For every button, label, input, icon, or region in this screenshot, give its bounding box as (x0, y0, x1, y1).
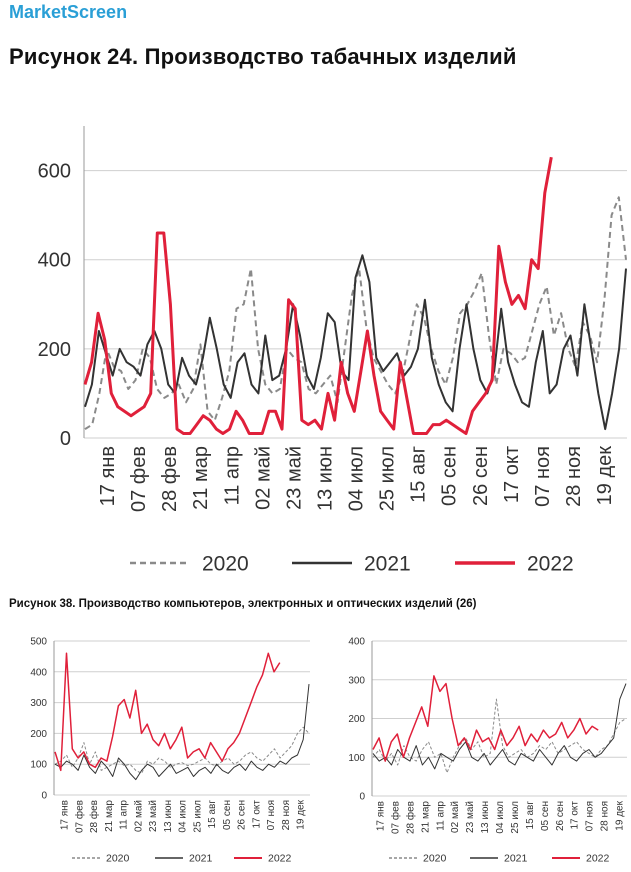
x-tick-label: 17 окт (251, 800, 262, 829)
x-tick-label: 07 ноя (266, 800, 277, 830)
legend-label-2020: 2020 (423, 853, 447, 865)
series-line-2022 (83, 156, 553, 435)
legend-label-2022: 2022 (527, 552, 574, 575)
series-line-2020 (372, 698, 627, 774)
x-tick-label: 28 фев (404, 801, 416, 834)
x-tick-label: 11 апр (119, 800, 130, 830)
x-tick-label: 07 фев (128, 446, 150, 512)
x-tick-label: 05 сен (222, 800, 233, 830)
x-tick-label: 17 янв (376, 801, 387, 831)
x-tick-label: 23 май (283, 446, 305, 510)
x-tick-label: 17 окт (501, 446, 523, 503)
x-tick-label: 17 окт (570, 801, 581, 830)
x-tick-label: 04 июл (178, 800, 189, 833)
x-tick-label: 21 мар (190, 446, 212, 510)
x-tick-label: 07 фев (73, 800, 85, 833)
x-tick-label: 15 авг (408, 446, 430, 503)
x-tick-label: 25 июл (192, 800, 203, 833)
y-tick-label: 0 (41, 791, 47, 802)
y-tick-label: 200 (30, 729, 47, 740)
legend-label-2021: 2021 (189, 853, 213, 865)
x-tick-label: 15 авг (525, 801, 536, 830)
y-tick-label: 200 (348, 714, 365, 725)
figure-24-title: Рисунок 24. Производство табачных издели… (9, 44, 517, 69)
x-tick-label: 25 июл (377, 446, 399, 511)
x-tick-label: 19 дек (296, 799, 307, 829)
y-tick-label: 300 (348, 675, 365, 686)
x-tick-label: 07 ноя (532, 446, 554, 507)
x-tick-label: 28 ноя (600, 801, 611, 831)
x-tick-label: 04 июл (346, 446, 368, 511)
tobacco-production-chart: 0 200 400 600 17 янв 07 фев 28 фев 21 мар 11 апр… (38, 126, 627, 575)
y-tick-label: 0 (60, 428, 71, 450)
series-line-2021 (54, 684, 310, 781)
series-line-2022 (372, 675, 599, 762)
y-tick-label: 600 (38, 161, 71, 183)
x-tick-label: 04 июл (495, 801, 506, 834)
x-tick-label: 25 июл (510, 801, 521, 834)
y-tick-label: 500 (30, 637, 47, 648)
series-line-2022 (54, 652, 281, 772)
x-tick-label: 26 сен (555, 801, 566, 831)
x-tick-label: 28 фев (88, 800, 100, 833)
x-tick-label: 28 фев (159, 446, 181, 512)
x-tick-label: 13 июн (480, 801, 491, 834)
brand-logo-text: MarketScreen (9, 2, 128, 22)
y-tick-label: 300 (30, 698, 47, 709)
x-tick-label: 15 авг (207, 800, 218, 829)
x-tick-label: 19 дек (594, 446, 616, 506)
y-tick-label: 400 (30, 667, 47, 678)
y-tick-label: 0 (359, 792, 365, 803)
legend-label-2021: 2021 (504, 853, 528, 865)
x-tick-label: 23 май (148, 800, 159, 832)
x-tick-label: 13 июн (163, 800, 174, 833)
figure-38-title: Рисунок 38. Производство компьютеров, эл… (9, 598, 477, 610)
legend-label-2020: 2020 (106, 853, 130, 865)
x-tick-label: 02 май (252, 446, 274, 510)
x-tick-label: 21 мар (104, 800, 115, 832)
legend-label-2022: 2022 (586, 853, 610, 865)
legend-label-2020: 2020 (202, 552, 249, 575)
x-tick-label: 26 сен (470, 446, 492, 506)
y-tick-label: 400 (348, 637, 365, 648)
x-tick-label: 17 янв (60, 800, 71, 830)
x-tick-label: 07 ноя (585, 801, 596, 831)
x-tick-label: 11 апр (221, 446, 243, 505)
x-tick-label: 05 сен (439, 446, 461, 506)
x-tick-label: 28 ноя (563, 446, 585, 507)
legend-label-2022: 2022 (268, 853, 292, 865)
x-tick-label: 26 сен (237, 800, 248, 830)
x-tick-label: 21 мар (420, 801, 431, 833)
legend-label-2021: 2021 (364, 552, 411, 575)
series-line-2021 (372, 683, 627, 770)
x-tick-label: 11 апр (435, 801, 446, 831)
x-tick-label: 19 дек (615, 800, 626, 830)
x-tick-label: 28 ноя (281, 800, 292, 830)
x-tick-label: 13 июн (314, 446, 336, 511)
x-tick-label: 05 сен (540, 801, 551, 831)
x-tick-label: 02 май (450, 801, 461, 833)
x-tick-label: 23 май (465, 801, 476, 833)
y-tick-label: 100 (30, 760, 47, 771)
series-line-2020 (54, 726, 310, 774)
x-tick-label: 17 янв (97, 446, 119, 506)
y-tick-label: 100 (348, 753, 365, 764)
x-tick-label: 02 май (133, 800, 144, 832)
y-tick-label: 200 (38, 339, 71, 361)
y-tick-label: 400 (38, 250, 71, 272)
x-tick-label: 07 фев (389, 801, 401, 834)
